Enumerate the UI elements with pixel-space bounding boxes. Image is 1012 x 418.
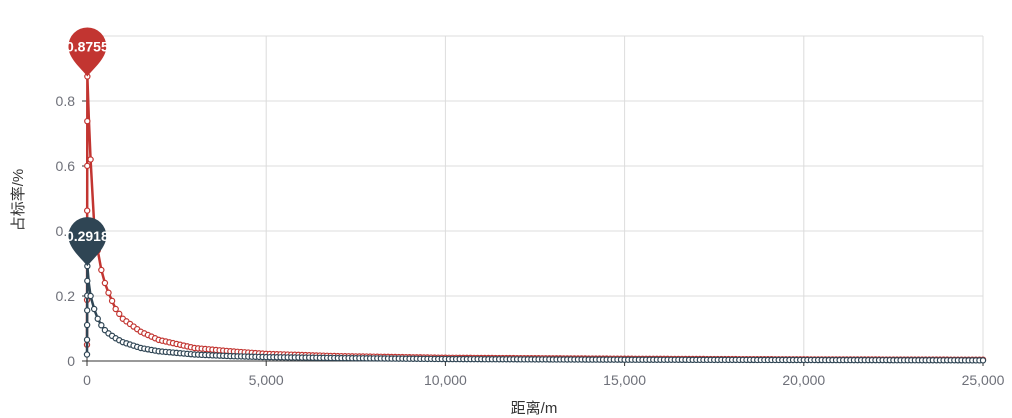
data-point bbox=[83, 307, 91, 314]
max-pin-1: 0.8755 bbox=[66, 27, 109, 77]
data-point bbox=[84, 162, 91, 170]
max-pin-label: 0.2918 bbox=[66, 228, 109, 244]
x-tick-label: 5,000 bbox=[249, 372, 284, 388]
y-tick-label: 0 bbox=[67, 353, 75, 369]
y-tick-label: 0.6 bbox=[56, 158, 76, 174]
series-line bbox=[85, 266, 984, 362]
data-point bbox=[83, 351, 91, 358]
series-2 bbox=[83, 262, 987, 364]
series-markers bbox=[83, 262, 987, 364]
x-axis-title: 距离/m bbox=[511, 400, 558, 417]
data-point bbox=[112, 305, 119, 313]
data-point bbox=[979, 357, 987, 364]
data-point bbox=[83, 207, 91, 214]
y-tick-label: 0.2 bbox=[56, 288, 76, 304]
max-pin-shape bbox=[68, 217, 107, 267]
x-tick-label: 25,000 bbox=[962, 372, 1005, 388]
x-tick-label: 20,000 bbox=[782, 372, 825, 388]
x-tick-label: 10,000 bbox=[424, 372, 467, 388]
series-layer bbox=[83, 73, 987, 364]
max-pin-label: 0.8755 bbox=[66, 38, 109, 54]
data-point bbox=[83, 336, 91, 343]
y-axis-title: 占标率/% bbox=[10, 169, 27, 232]
data-point bbox=[98, 266, 105, 274]
data-point bbox=[87, 292, 94, 300]
data-point bbox=[98, 322, 105, 329]
series-1 bbox=[83, 73, 987, 363]
data-point bbox=[87, 156, 94, 163]
data-point bbox=[94, 315, 101, 322]
grid bbox=[87, 35, 984, 361]
x-tick-label: 15,000 bbox=[603, 372, 646, 388]
series-line bbox=[85, 76, 984, 361]
max-markers: 0.8755 0.2918 bbox=[66, 27, 109, 267]
x-tick-label: 0 bbox=[83, 372, 91, 388]
series-markers bbox=[83, 73, 987, 363]
data-point bbox=[90, 305, 98, 313]
data-point bbox=[116, 310, 123, 318]
axes: 0 5,000 10,000 15,000 20,000 25,00000.20.40.6… bbox=[56, 36, 1005, 388]
data-point bbox=[84, 117, 91, 125]
data-point bbox=[105, 289, 112, 296]
data-point bbox=[101, 279, 109, 287]
data-point bbox=[108, 297, 116, 305]
data-point bbox=[84, 277, 91, 285]
max-pin-2: 0.2918 bbox=[66, 217, 109, 267]
max-pin-shape bbox=[68, 27, 107, 77]
data-point bbox=[83, 321, 91, 329]
y-tick-label: 0.8 bbox=[56, 93, 76, 109]
